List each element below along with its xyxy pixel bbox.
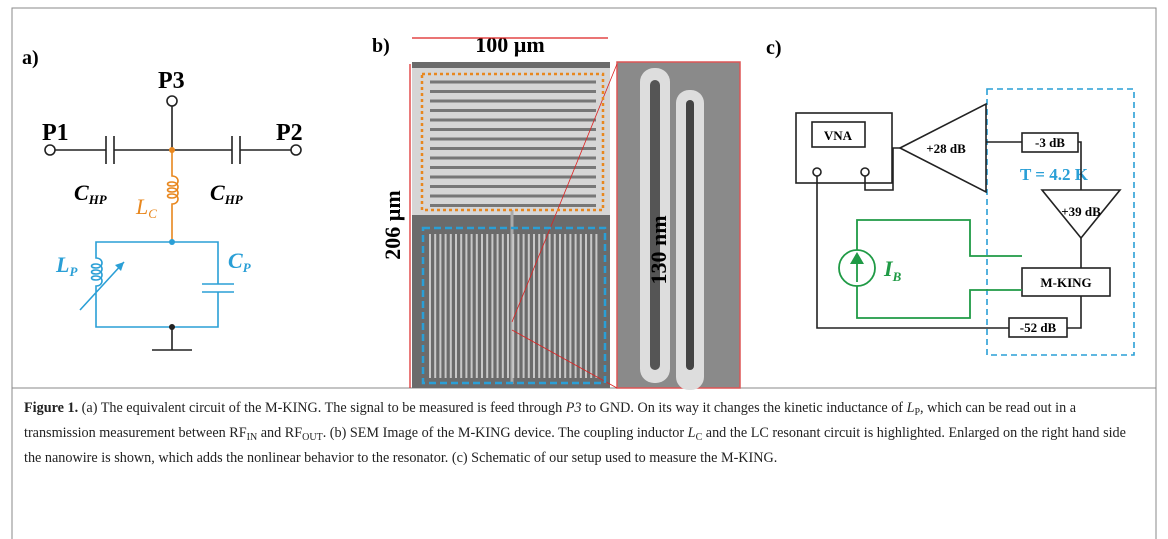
label: L bbox=[55, 252, 69, 277]
drawing: CP bbox=[228, 248, 252, 275]
label: C bbox=[210, 180, 225, 205]
caption-normal: (a) The equivalent circuit of the M-KING… bbox=[78, 400, 566, 416]
sem-image-b: b) 100 µm 206 µm 130 nm bbox=[372, 32, 740, 390]
caption-italic: L bbox=[688, 425, 696, 441]
drawing bbox=[987, 89, 1134, 355]
label: P2 bbox=[276, 120, 303, 146]
drawing bbox=[813, 168, 821, 176]
label: a) bbox=[22, 47, 39, 69]
drawing: CHP bbox=[74, 180, 108, 207]
drawing bbox=[861, 168, 869, 176]
drawing bbox=[169, 147, 175, 153]
label: L bbox=[135, 194, 148, 219]
caption-normal: to GND. On its way it changes the kineti… bbox=[582, 400, 907, 416]
label: P3 bbox=[158, 68, 185, 94]
label: HP bbox=[88, 192, 108, 207]
drawing: CHP bbox=[210, 180, 244, 207]
drawing: LP bbox=[55, 252, 78, 279]
caption-italic: P3 bbox=[566, 400, 582, 416]
drawing bbox=[796, 113, 892, 183]
drawing bbox=[55, 106, 291, 164]
setup-c: c) VNA +28 dB -3 dB T = 4.2 K +39 dB M-K… bbox=[766, 37, 1134, 355]
caption-sub: IN bbox=[247, 432, 258, 443]
drawing bbox=[167, 96, 177, 106]
caption-normal: and RF bbox=[257, 425, 302, 441]
label: b) bbox=[372, 35, 390, 57]
label: c) bbox=[766, 37, 782, 59]
caption: Figure 1. (a) The equivalent circuit of … bbox=[24, 398, 1144, 469]
label: B bbox=[892, 269, 902, 284]
drawing bbox=[850, 252, 864, 264]
label: 130 nm bbox=[646, 215, 671, 284]
label: C bbox=[148, 206, 157, 221]
label: P1 bbox=[42, 120, 69, 146]
label: P bbox=[69, 264, 78, 279]
drawing bbox=[686, 100, 694, 370]
label: +39 dB bbox=[1061, 204, 1101, 219]
drawing bbox=[857, 220, 1022, 318]
label: +28 dB bbox=[926, 141, 966, 156]
drawing bbox=[45, 145, 55, 155]
label: VNA bbox=[824, 128, 853, 143]
page: a) P1 P3 P2 CHP CHP LC LP CP b) 100 µm 2… bbox=[0, 0, 1168, 539]
caption-normal: . (b) SEM Image of the M-KING device. Th… bbox=[323, 425, 688, 441]
label: 206 µm bbox=[380, 190, 405, 260]
label: T = 4.2 K bbox=[1020, 165, 1089, 184]
drawing bbox=[80, 242, 234, 327]
caption-sub: OUT bbox=[302, 432, 323, 443]
drawing: LC bbox=[135, 194, 157, 221]
circuit-a: a) P1 P3 P2 CHP CHP LC LP CP bbox=[22, 47, 303, 350]
label: HP bbox=[224, 192, 244, 207]
drawing bbox=[169, 239, 175, 245]
label: C bbox=[228, 248, 243, 273]
drawing bbox=[291, 145, 301, 155]
drawing bbox=[168, 150, 179, 242]
caption-bold: Figure 1. bbox=[24, 400, 78, 416]
label: M-KING bbox=[1040, 275, 1091, 290]
drawing bbox=[152, 327, 192, 350]
label: -3 dB bbox=[1035, 135, 1065, 150]
label: 100 µm bbox=[475, 32, 545, 57]
drawing: IB bbox=[883, 256, 902, 284]
label: C bbox=[74, 180, 89, 205]
label: -52 dB bbox=[1020, 320, 1057, 335]
label: P bbox=[243, 260, 252, 275]
